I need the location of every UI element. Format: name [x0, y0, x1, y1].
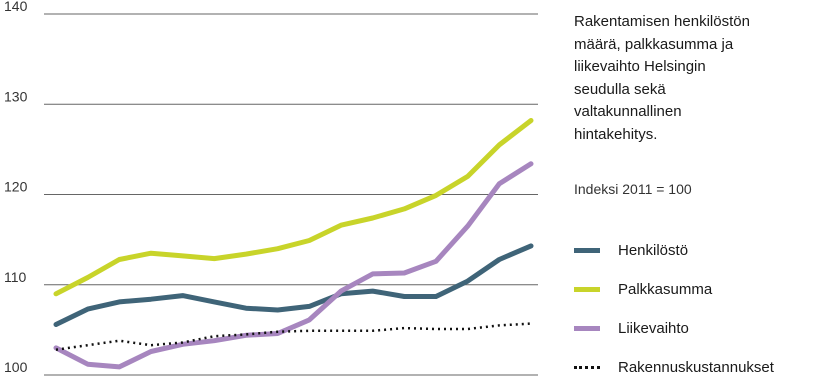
legend-swatch-rakennuskustannukset	[574, 366, 600, 369]
chart-title: Rakentamisen henkilöstön määrä, palkkasu…	[574, 13, 750, 143]
series-line-rakennuskustannukset	[55, 322, 532, 351]
y-axis-ticks: 100 110 120 130 140	[4, 0, 28, 375]
legend-label-rakennuskustannukset: Rakennuskustannukset	[618, 359, 774, 376]
y-tick-label-100: 100	[4, 359, 28, 375]
legend-item-liikevaihto: Liikevaihto	[574, 309, 774, 348]
legend-label-henkilosto: Henkilöstö	[618, 242, 689, 259]
y-tick-label-110: 110	[4, 269, 27, 285]
line-chart: 100 110 120 130 140	[4, 0, 538, 376]
legend-swatch-liikevaihto	[574, 326, 600, 331]
legend-label-liikevaihto: Liikevaihto	[618, 320, 689, 337]
legend-swatch-henkilosto	[574, 248, 600, 253]
gridlines	[44, 13, 538, 376]
legend-item-rakennuskustannukset: Rakennuskustannukset	[574, 348, 774, 387]
series-line-henkilosto	[53, 243, 534, 327]
legend-swatch-palkkasumma	[574, 287, 600, 292]
series-line-liikevaihto	[53, 161, 534, 370]
y-tick-label-130: 130	[4, 88, 28, 104]
chart-subtitle: Indeksi 2011 = 100	[574, 181, 692, 197]
legend: Henkilöstö Palkkasumma Liikevaihto Raken…	[574, 231, 774, 387]
legend-item-palkkasumma: Palkkasumma	[574, 270, 774, 309]
y-tick-label-120: 120	[4, 179, 28, 195]
legend-label-palkkasumma: Palkkasumma	[618, 281, 713, 298]
y-tick-label-140: 140	[4, 0, 28, 14]
legend-item-henkilosto: Henkilöstö	[574, 231, 774, 270]
series-lines	[53, 118, 534, 370]
series-line-palkkasumma	[53, 118, 534, 297]
